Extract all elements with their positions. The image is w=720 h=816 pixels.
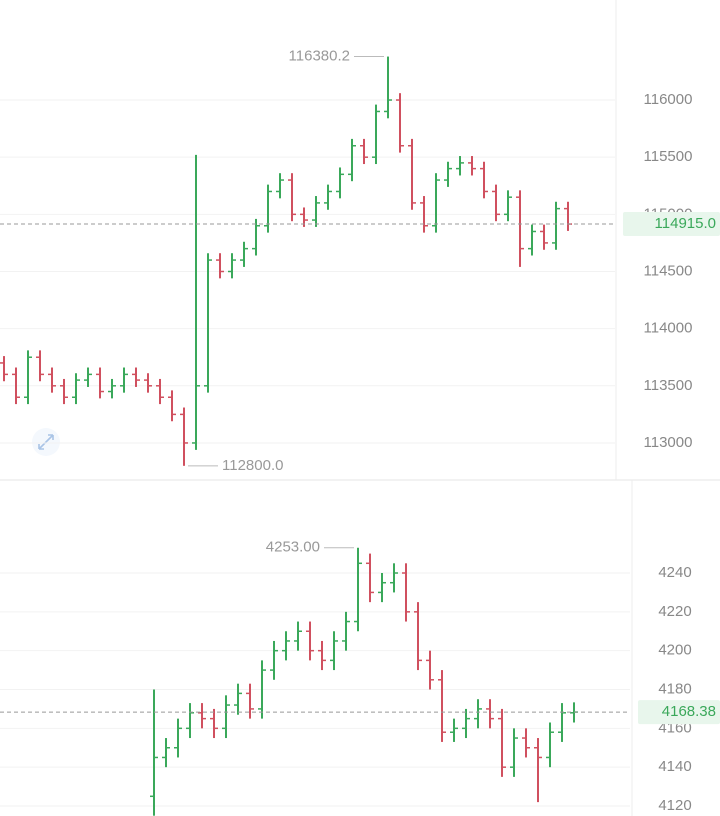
y-tick-label: 115500 [644,148,693,165]
expand-icon[interactable] [32,428,60,456]
y-tick-label: 116000 [644,91,693,108]
y-tick-label: 4220 [658,603,691,620]
y-tick-label: 113000 [644,434,693,451]
y-tick-label: 4180 [658,680,691,697]
last-price-label: 114915.0 [655,215,716,232]
y-tick-label: 4240 [658,564,691,581]
max-annotation: 116380.2 [289,48,350,65]
last-price-box [638,700,720,725]
y-tick-label: 4140 [658,758,691,775]
y-tick-label: 114500 [644,262,693,279]
max-annotation: 4253.00 [266,539,320,556]
min-annotation: 112800.0 [222,457,283,474]
last-price-label: 4168.38 [662,703,716,720]
y-tick-label: 113500 [644,377,693,394]
y-tick-label: 114000 [644,320,693,337]
last-price-box [623,212,720,237]
y-tick-label: 4200 [658,642,691,659]
y-tick-label: 4120 [658,797,691,814]
